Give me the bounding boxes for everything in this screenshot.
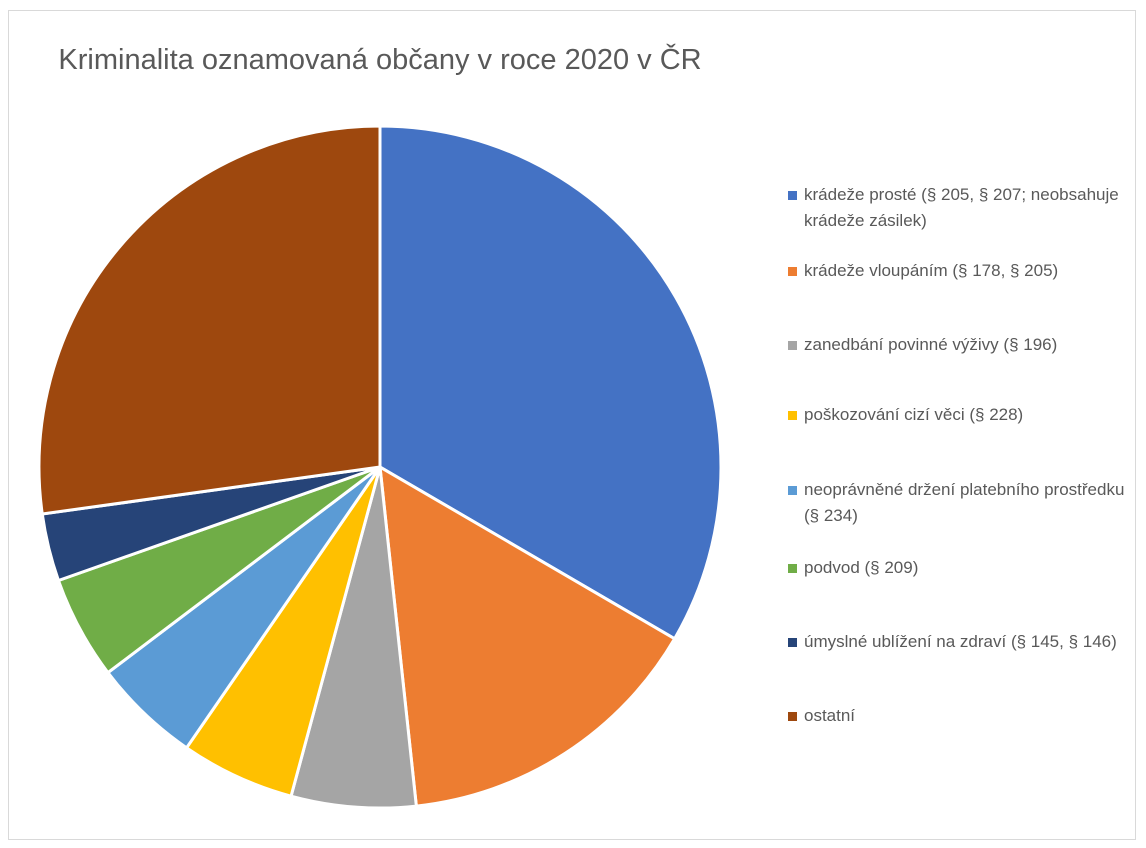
legend-entry: krádeže prosté (§ 205, § 207; neobsahuje…: [788, 182, 1139, 234]
legend-label: úmyslné ublížení na zdraví (§ 145, § 146…: [804, 632, 1117, 651]
pie-slice: [289, 466, 419, 810]
chart-title: Kriminalita oznamovaná občany v roce 202…: [58, 44, 702, 76]
legend-label: krádeže vloupáním (§ 178, § 205): [804, 261, 1059, 280]
legend-swatch: [788, 564, 797, 573]
legend-swatch: [788, 712, 797, 721]
legend-label: poškozování cizí věci (§ 228): [804, 405, 1024, 424]
legend-swatch: [788, 191, 797, 200]
legend-swatch: [788, 341, 797, 350]
pie-slice: [378, 464, 677, 808]
legend-swatch: [788, 486, 797, 495]
legend-entry: poškozování cizí věci (§ 228): [788, 402, 1139, 428]
legend-label: podvod (§ 209): [804, 558, 919, 577]
legend-entry: ostatní: [788, 703, 1139, 729]
legend-entry: zanedbání povinné výživy (§ 196): [788, 332, 1139, 358]
legend-label: ostatní: [804, 706, 856, 725]
legend-entry: podvod (§ 209): [788, 555, 1139, 581]
legend-label: zanedbání povinné výživy (§ 196): [804, 335, 1058, 354]
legend-entry: krádeže vloupáním (§ 178, § 205): [788, 258, 1139, 284]
legend-swatch: [788, 638, 797, 647]
legend-entry: úmyslné ublížení na zdraví (§ 145, § 146…: [788, 629, 1139, 655]
chart-frame: [8, 10, 1136, 840]
legend-entry: neoprávněné držení platebního prostředku…: [788, 477, 1139, 529]
pie-slice: [37, 124, 382, 516]
legend-label: krádeže prosté (§ 205, § 207; neobsahuje…: [804, 185, 1119, 230]
legend-swatch: [788, 411, 797, 420]
legend-label: neoprávněné držení platebního prostředku…: [804, 480, 1125, 525]
pie-slice: [378, 124, 723, 641]
legend-swatch: [788, 267, 797, 276]
